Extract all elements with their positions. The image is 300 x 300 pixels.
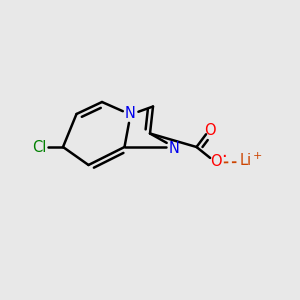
- Text: N: N: [125, 106, 136, 121]
- Text: O: O: [210, 154, 222, 169]
- Text: Li: Li: [240, 153, 252, 168]
- Text: N: N: [169, 141, 179, 156]
- Text: ·: ·: [221, 148, 227, 166]
- Text: +: +: [252, 151, 262, 161]
- Text: O: O: [204, 123, 216, 138]
- Text: Cl: Cl: [32, 140, 46, 154]
